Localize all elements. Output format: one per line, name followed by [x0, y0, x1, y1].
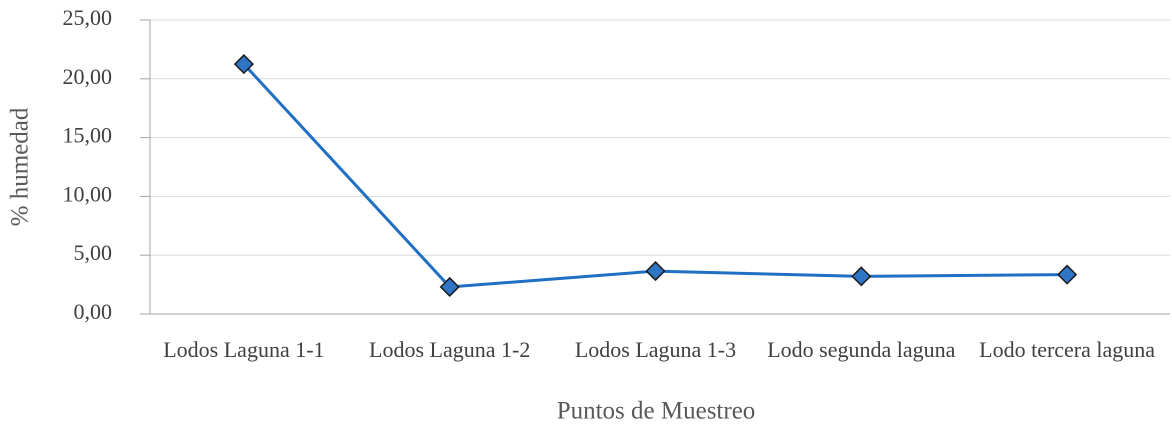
x-tick-label: Lodo tercera laguna [979, 337, 1156, 362]
x-tick-label: Lodos Laguna 1-2 [369, 337, 531, 362]
marker [645, 261, 666, 282]
y-tick-label: 20,00 [63, 64, 113, 89]
y-axis-title: % humedad [7, 107, 34, 226]
x-tick-label: Lodos Laguna 1-3 [574, 337, 737, 362]
y-tick-label: 10,00 [63, 181, 113, 206]
line [242, 63, 1068, 289]
y-tick-label: 15,00 [63, 123, 113, 148]
marker [233, 54, 254, 75]
x-axis-title: Puntos de Muestreo [557, 398, 756, 425]
marker [1057, 264, 1078, 285]
marker [439, 276, 460, 298]
marker [851, 266, 872, 287]
x-tick-label: Lodos Laguna 1-1 [163, 337, 325, 362]
x-tick-label: Lodo segunda laguna [767, 337, 956, 362]
y-tick-label: 0,00 [74, 299, 113, 324]
y-tick-label: 25,00 [63, 5, 113, 30]
y-tick-label: 5,00 [74, 240, 113, 265]
